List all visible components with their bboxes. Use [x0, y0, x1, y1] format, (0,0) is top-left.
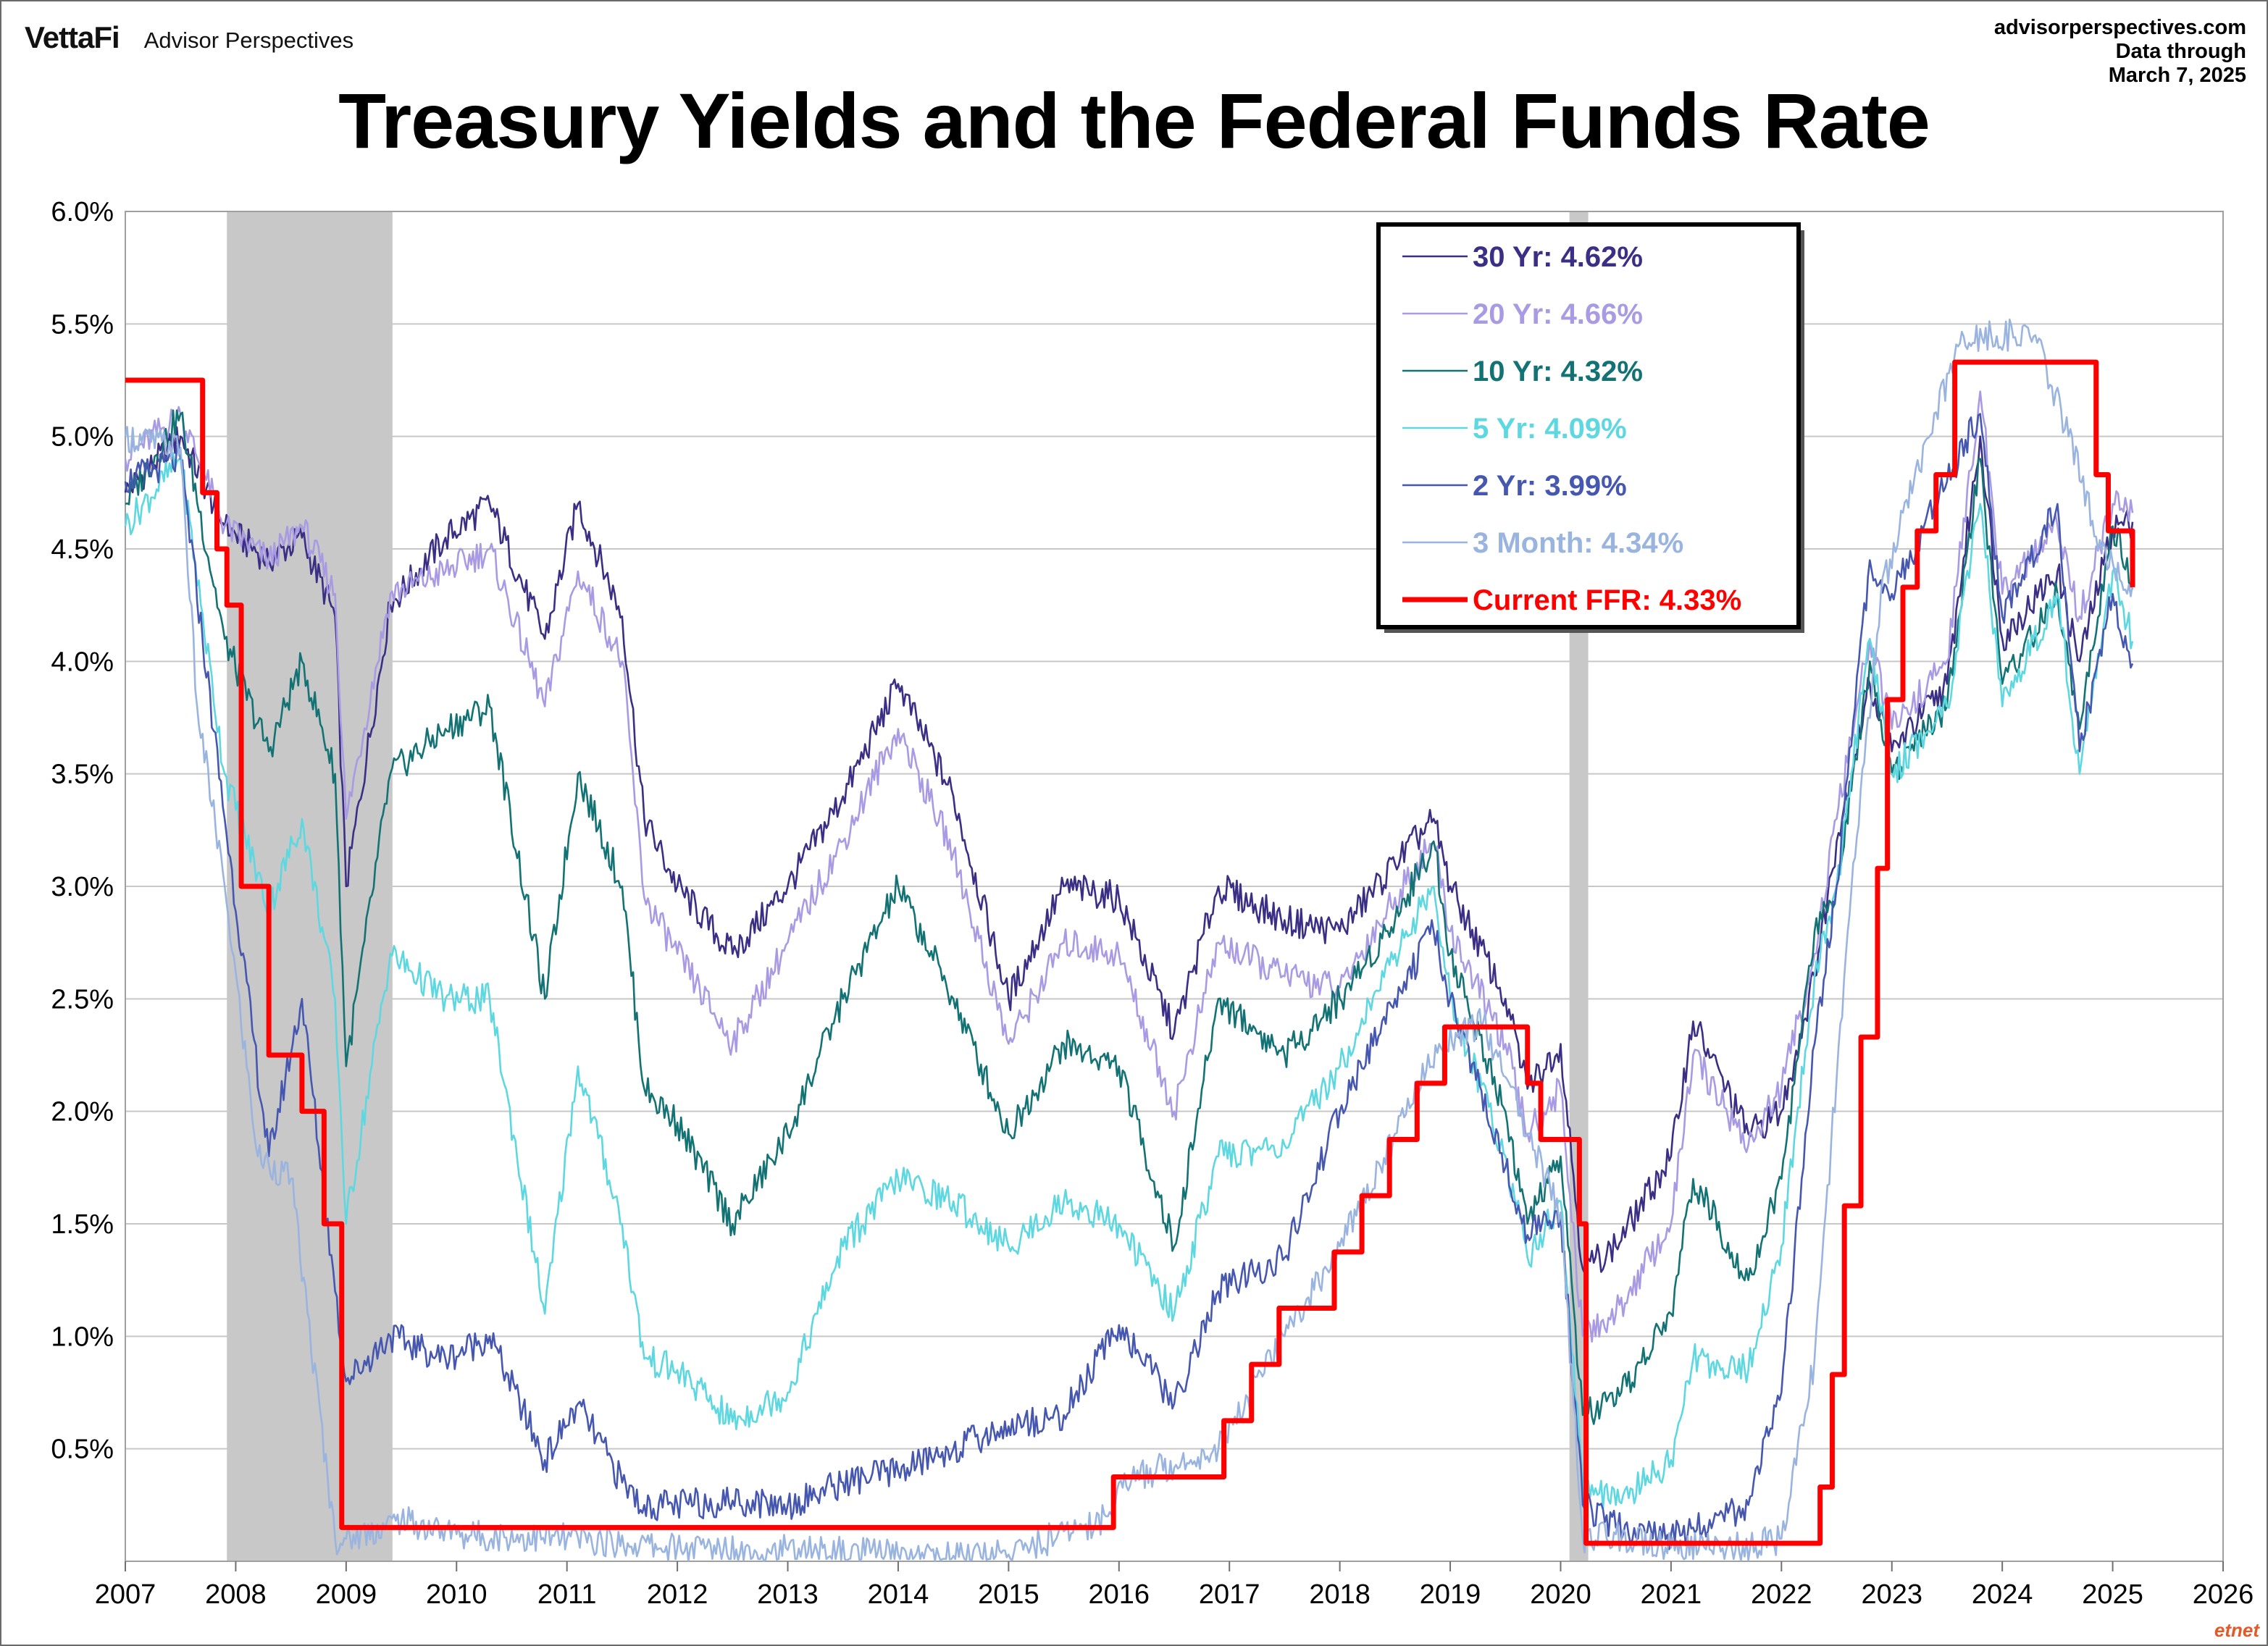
x-tick-label: 2009	[316, 1579, 377, 1610]
vettafi-logo: VettaFi	[25, 20, 120, 54]
x-tick-label: 2014	[868, 1579, 929, 1610]
x-tick-label: 2007	[95, 1579, 156, 1610]
x-tick-label: 2023	[1861, 1579, 1922, 1610]
series-group	[124, 318, 2135, 1563]
series-line-20-yr	[124, 390, 2134, 1343]
x-tick-label: 2025	[2082, 1579, 2143, 1610]
legend-label: 30 Yr: 4.62%	[1473, 241, 1643, 273]
series-line-10-yr	[125, 409, 2134, 1425]
y-tick-label: 0.5%	[51, 1435, 114, 1465]
y-tick-label: 2.5%	[51, 984, 114, 1015]
x-tick-label: 2021	[1641, 1579, 1702, 1610]
x-tick-label: 2015	[978, 1579, 1039, 1610]
x-tick-label: 2020	[1530, 1579, 1591, 1610]
legend-label: 5 Yr: 4.09%	[1473, 413, 1627, 445]
legend-label: Current FFR: 4.33%	[1473, 584, 1741, 616]
brand: VettaFi Advisor Perspectives	[25, 20, 353, 55]
series-line-2-yr	[124, 413, 2134, 1550]
series-line-3-month	[124, 318, 2134, 1563]
x-tick-label: 2026	[2193, 1579, 2254, 1610]
x-tick-label: 2012	[647, 1579, 708, 1610]
x-tick-label: 2010	[426, 1579, 488, 1610]
data-through-date: March 7, 2025	[2108, 64, 2246, 87]
legend-label: 20 Yr: 4.66%	[1473, 298, 1643, 330]
y-tick-label: 6.0%	[51, 197, 114, 227]
x-tick-label: 2017	[1199, 1579, 1260, 1610]
series-line-5-yr	[124, 452, 2134, 1511]
plot-area	[125, 211, 2224, 1562]
x-tick-label: 2011	[537, 1579, 597, 1610]
x-tick-label: 2013	[757, 1579, 819, 1610]
legend-label: 10 Yr: 4.32%	[1473, 356, 1643, 387]
chart-title: Treasury Yields and the Federal Funds Ra…	[338, 77, 1930, 164]
legend-box	[1376, 222, 1801, 629]
y-tick-label: 4.0%	[51, 647, 114, 677]
brand-name: Advisor Perspectives	[143, 28, 354, 53]
source-note: advisorperspectives.com Data through Mar…	[1994, 16, 2246, 88]
series-line-current-ffr	[125, 359, 2135, 1546]
y-tick-label: 5.0%	[51, 422, 114, 453]
legend-label: 3 Month: 4.34%	[1473, 527, 1683, 559]
y-tick-label: 2.0%	[51, 1097, 114, 1128]
x-tick-label: 2016	[1089, 1579, 1150, 1610]
legend-label: 2 Yr: 3.99%	[1473, 470, 1627, 502]
watermark: etnet	[2214, 1619, 2259, 1641]
y-tick-label: 3.0%	[51, 872, 114, 902]
data-through-label: Data through	[2115, 40, 2246, 63]
x-tick-label: 2024	[1972, 1579, 2033, 1610]
x-tick-label: 2018	[1309, 1579, 1371, 1610]
y-tick-label: 1.0%	[51, 1322, 114, 1352]
y-tick-label: 1.5%	[51, 1209, 114, 1240]
source-site: advisorperspectives.com	[1993, 16, 2246, 39]
y-tick-label: 3.5%	[51, 760, 114, 790]
y-tick-label: 4.5%	[51, 534, 114, 565]
x-tick-label: 2022	[1751, 1579, 1812, 1610]
x-tick-label: 2019	[1420, 1579, 1481, 1610]
x-tick-label: 2008	[205, 1579, 267, 1610]
y-tick-label: 5.5%	[51, 309, 114, 340]
